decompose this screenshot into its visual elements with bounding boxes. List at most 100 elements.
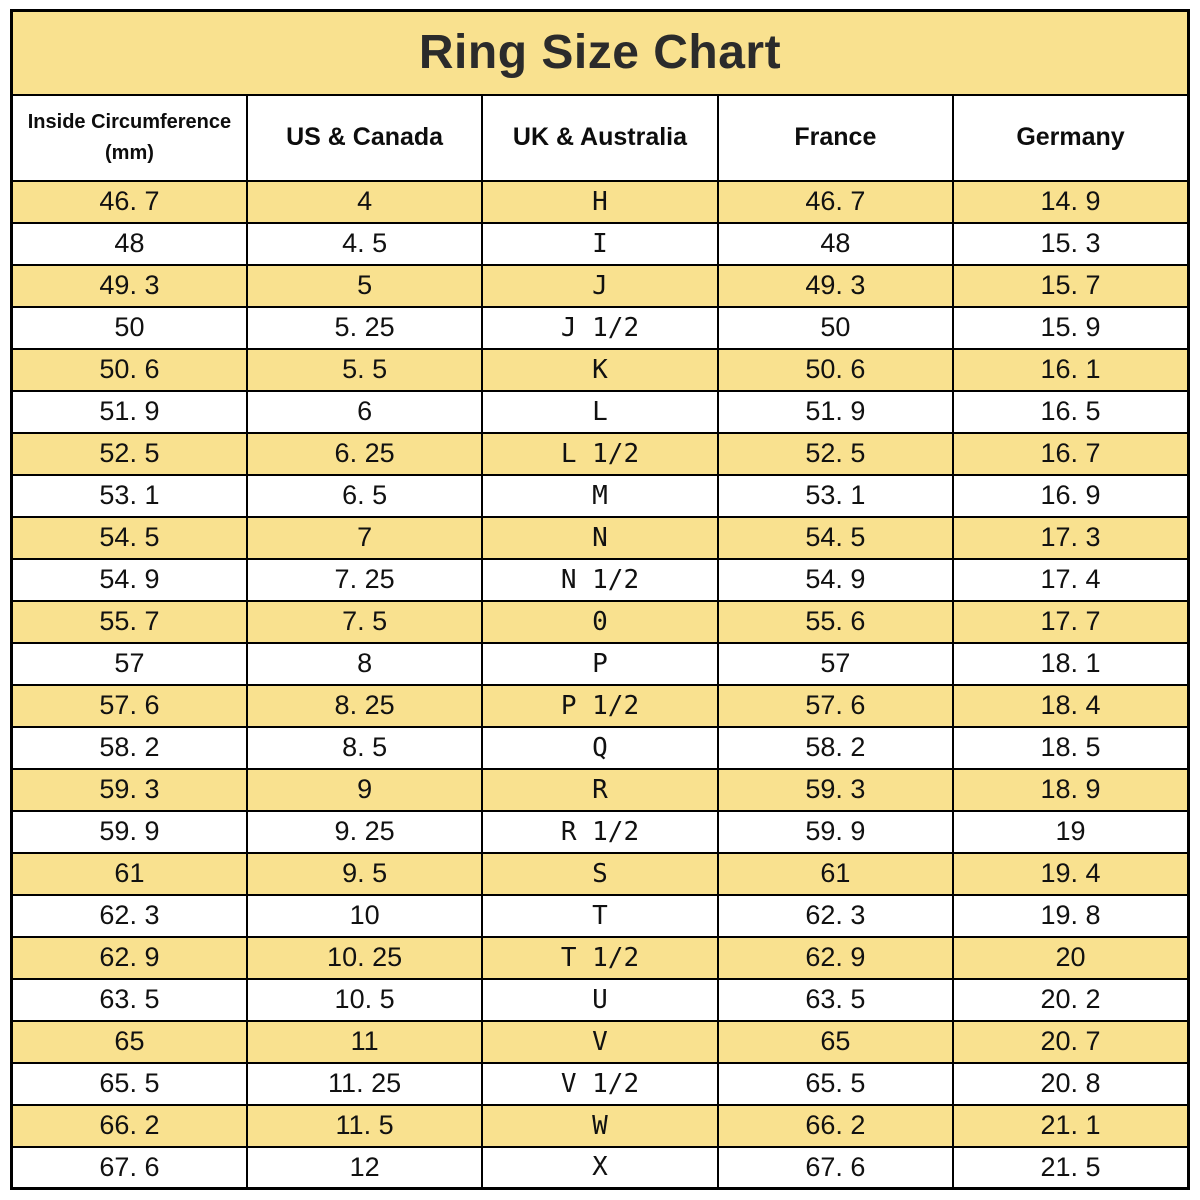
title-row: Ring Size Chart — [10, 9, 1190, 96]
table-row: 54. 5 7 N 54. 5 17. 3 — [10, 515, 1190, 560]
table-row: 67. 6 12 X 67. 6 21. 5 — [10, 1145, 1190, 1190]
table-cell: 54. 5 — [10, 515, 248, 560]
table-cell: 59. 3 — [716, 767, 955, 812]
table-cell: 67. 6 — [10, 1145, 248, 1190]
table-cell: 55. 7 — [10, 599, 248, 644]
table-cell: L — [481, 389, 719, 434]
table-cell: J 1/2 — [481, 305, 719, 350]
table-row: 48 4. 5 I 48 15. 3 — [10, 221, 1190, 266]
table-cell: 46. 7 — [716, 179, 955, 224]
table-cell: J — [481, 263, 719, 308]
table-cell: 9. 5 — [245, 851, 484, 896]
table-row: 58. 2 8. 5 Q 58. 2 18. 5 — [10, 725, 1190, 770]
table-cell: 9 — [245, 767, 484, 812]
table-cell: V — [481, 1019, 719, 1064]
table-head: Ring Size Chart Inside Circumference (mm… — [10, 9, 1190, 182]
table-cell: 66. 2 — [10, 1103, 248, 1148]
table-cell: 18. 1 — [952, 641, 1190, 686]
table-cell: V 1/2 — [481, 1061, 719, 1106]
table-cell: 20. 2 — [952, 977, 1190, 1022]
table-cell: 18. 9 — [952, 767, 1190, 812]
table-cell: 19. 4 — [952, 851, 1190, 896]
table-cell: 51. 9 — [716, 389, 955, 434]
table-cell: 53. 1 — [716, 473, 955, 518]
column-header-france: France — [716, 93, 955, 182]
table-cell: W — [481, 1103, 719, 1148]
table-row: 59. 9 9. 25 R 1/2 59. 9 19 — [10, 809, 1190, 854]
table-cell: 65. 5 — [10, 1061, 248, 1106]
table-row: 53. 1 6. 5 M 53. 1 16. 9 — [10, 473, 1190, 518]
table-cell: U — [481, 977, 719, 1022]
table-cell: 65 — [716, 1019, 955, 1064]
table-cell: 10. 25 — [245, 935, 484, 980]
table-cell: 54. 5 — [716, 515, 955, 560]
table-cell: M — [481, 473, 719, 518]
table-cell: 57. 6 — [10, 683, 248, 728]
table-cell: 57. 6 — [716, 683, 955, 728]
table-cell: 7. 5 — [245, 599, 484, 644]
table-cell: 54. 9 — [716, 557, 955, 602]
table-cell: 58. 2 — [716, 725, 955, 770]
table-cell: 58. 2 — [10, 725, 248, 770]
table-cell: H — [481, 179, 719, 224]
column-header-uk-australia: UK & Australia — [481, 93, 719, 182]
table-cell: 6. 5 — [245, 473, 484, 518]
table-row: 46. 7 4 H 46. 7 14. 9 — [10, 179, 1190, 224]
table-cell: 15. 3 — [952, 221, 1190, 266]
table-cell: 16. 5 — [952, 389, 1190, 434]
table-row: 66. 2 11. 5 W 66. 2 21. 1 — [10, 1103, 1190, 1148]
table-row: 51. 9 6 L 51. 9 16. 5 — [10, 389, 1190, 434]
table-cell: 19. 8 — [952, 893, 1190, 938]
page-title: Ring Size Chart — [10, 9, 1190, 96]
table-cell: P — [481, 641, 719, 686]
table-cell: 54. 9 — [10, 557, 248, 602]
table-cell: 52. 5 — [10, 431, 248, 476]
table-cell: X — [481, 1145, 719, 1190]
table-cell: 59. 9 — [10, 809, 248, 854]
table-cell: 19 — [952, 809, 1190, 854]
table-cell: 6. 25 — [245, 431, 484, 476]
table-cell: 50 — [10, 305, 248, 350]
table-cell: 15. 9 — [952, 305, 1190, 350]
table-row: 62. 3 10 T 62. 3 19. 8 — [10, 893, 1190, 938]
table-cell: 62. 9 — [716, 935, 955, 980]
table-row: 65 11 V 65 20. 7 — [10, 1019, 1190, 1064]
table-row: 57. 6 8. 25 P 1/2 57. 6 18. 4 — [10, 683, 1190, 728]
table-cell: 5. 5 — [245, 347, 484, 392]
ring-size-chart-table: Ring Size Chart Inside Circumference (mm… — [10, 9, 1190, 1190]
table-cell: 49. 3 — [10, 263, 248, 308]
table-cell: 52. 5 — [716, 431, 955, 476]
table-cell: 21. 1 — [952, 1103, 1190, 1148]
table-cell: 46. 7 — [10, 179, 248, 224]
table-cell: 14. 9 — [952, 179, 1190, 224]
table-cell: 20. 7 — [952, 1019, 1190, 1064]
table-cell: 11. 25 — [245, 1061, 484, 1106]
table-cell: L 1/2 — [481, 431, 719, 476]
table-cell: K — [481, 347, 719, 392]
table-cell: 50. 6 — [716, 347, 955, 392]
table-row: 57 8 P 57 18. 1 — [10, 641, 1190, 686]
table-header-row: Inside Circumference (mm) US & Canada UK… — [10, 93, 1190, 182]
table-cell: S — [481, 851, 719, 896]
table-row: 62. 9 10. 25 T 1/2 62. 9 20 — [10, 935, 1190, 980]
table-cell: 7. 25 — [245, 557, 484, 602]
table-cell: N 1/2 — [481, 557, 719, 602]
table-cell: 11. 5 — [245, 1103, 484, 1148]
table-cell: 8. 25 — [245, 683, 484, 728]
table-cell: 18. 4 — [952, 683, 1190, 728]
table-cell: 59. 3 — [10, 767, 248, 812]
table-cell: 48 — [10, 221, 248, 266]
column-header-inside-circumference: Inside Circumference (mm) — [10, 93, 248, 182]
table-cell: 49. 3 — [716, 263, 955, 308]
table-row: 65. 5 11. 25 V 1/2 65. 5 20. 8 — [10, 1061, 1190, 1106]
table-cell: 10 — [245, 893, 484, 938]
table-cell: 61 — [10, 851, 248, 896]
table-cell: 15. 7 — [952, 263, 1190, 308]
table-cell: 16. 1 — [952, 347, 1190, 392]
table-row: 63. 5 10. 5 U 63. 5 20. 2 — [10, 977, 1190, 1022]
table-cell: 18. 5 — [952, 725, 1190, 770]
table-cell: 48 — [716, 221, 955, 266]
table-cell: 62. 3 — [716, 893, 955, 938]
table-cell: 57 — [10, 641, 248, 686]
table-cell: 6 — [245, 389, 484, 434]
